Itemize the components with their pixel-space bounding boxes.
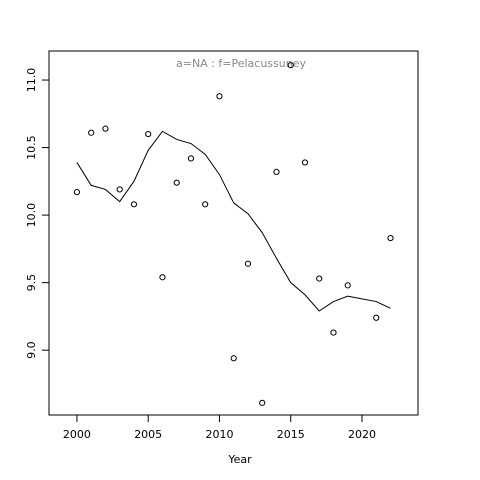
- y-tick-label: 10.0: [25, 203, 38, 228]
- point: [287, 62, 294, 69]
- point: [116, 186, 123, 193]
- point: [187, 155, 195, 162]
- point: [259, 399, 266, 406]
- y-tick-label: 11.0: [25, 68, 38, 93]
- point: [344, 282, 351, 289]
- y-tick-label: 10.5: [25, 135, 38, 160]
- point: [73, 189, 81, 196]
- x-tick-label: 2010: [205, 428, 233, 441]
- point: [102, 125, 109, 132]
- plot-frame: [48, 50, 419, 416]
- x-tick-label: 2005: [134, 428, 162, 441]
- x-tick-label: 2020: [348, 428, 376, 441]
- x-tick-label: 2015: [277, 428, 305, 441]
- point: [316, 275, 323, 282]
- point: [130, 201, 138, 208]
- point: [202, 201, 209, 208]
- y-tick-label: 9.5: [25, 274, 38, 292]
- point: [159, 274, 166, 281]
- point: [244, 260, 252, 267]
- x-tick-label: 2000: [63, 428, 91, 441]
- point: [373, 314, 380, 321]
- point: [230, 355, 237, 362]
- point: [301, 159, 309, 166]
- point: [145, 130, 152, 138]
- x-axis-label: Year: [227, 453, 252, 466]
- point: [273, 168, 280, 175]
- y-tick-label: 9.0: [25, 341, 38, 359]
- point: [216, 93, 223, 100]
- point: [330, 329, 337, 336]
- chart-title: a=NA : f=Pelacussuney: [176, 57, 306, 70]
- point: [173, 179, 180, 186]
- point: [387, 234, 394, 242]
- smooth-line: [76, 130, 391, 312]
- point: [88, 129, 95, 136]
